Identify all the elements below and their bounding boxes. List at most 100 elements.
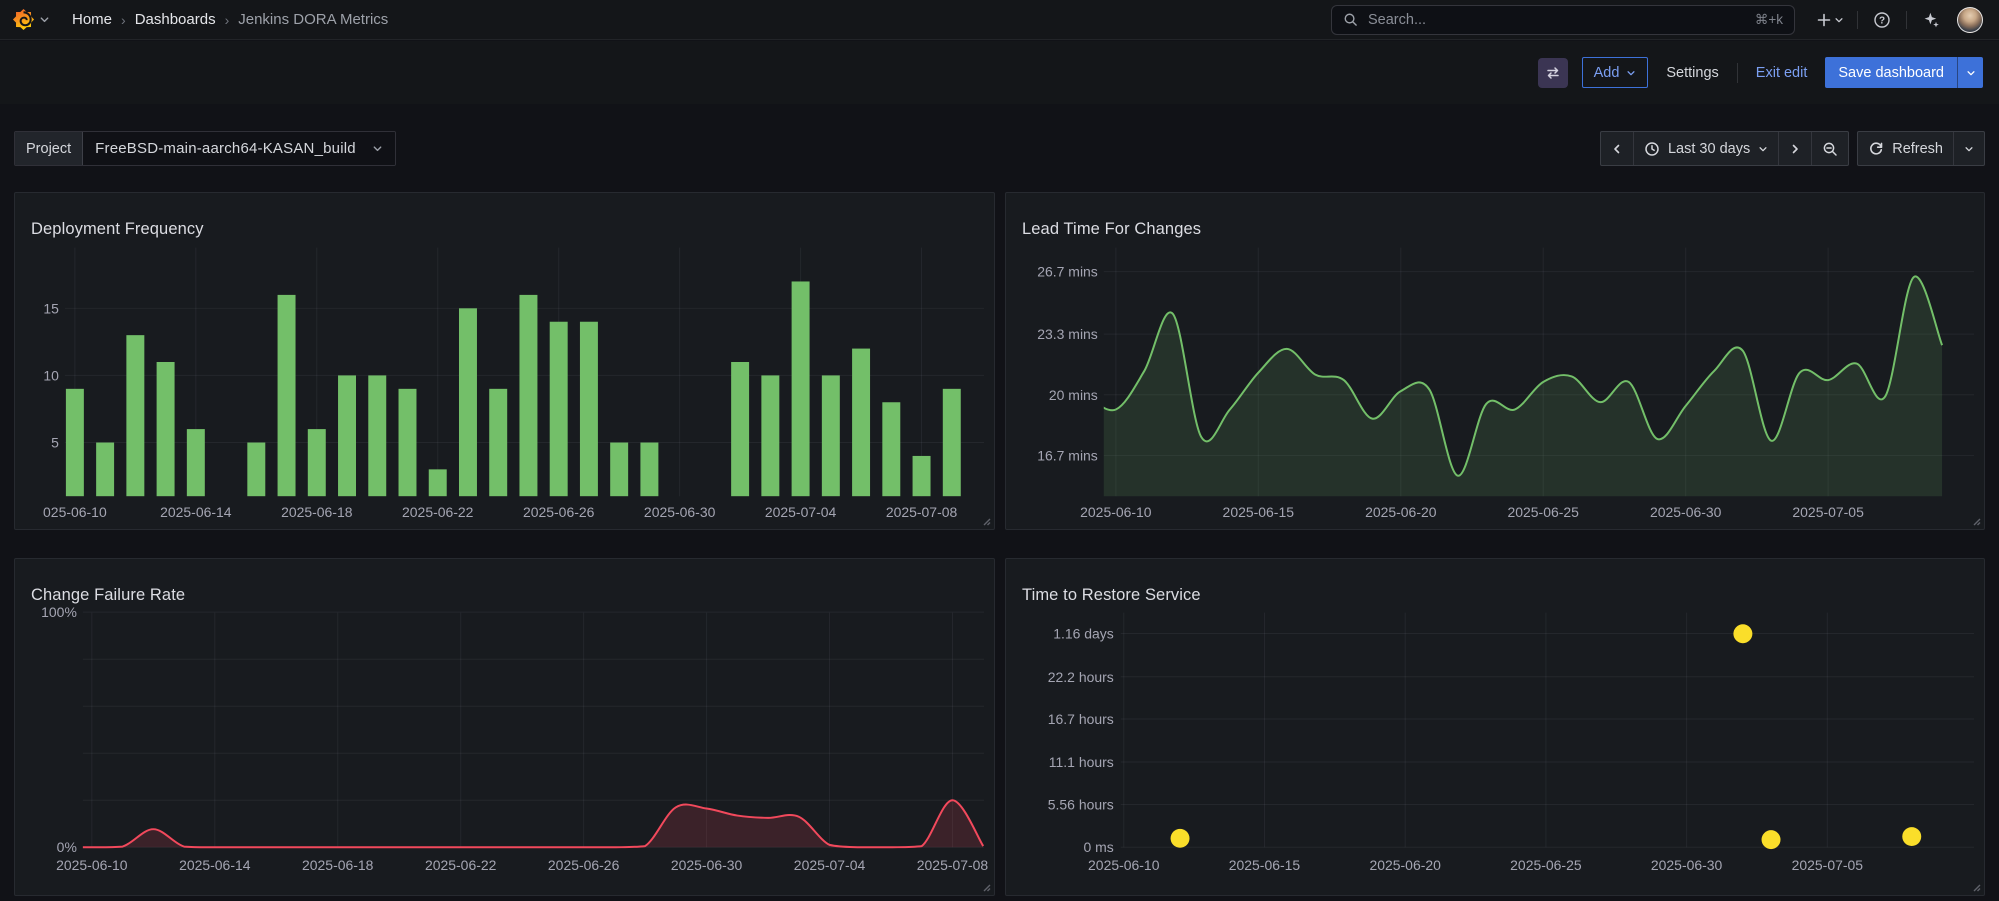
search-box[interactable]: ⌘+k [1331, 4, 1795, 35]
y-axis-label: 23.3 mins [1037, 326, 1098, 342]
divider [1736, 62, 1738, 83]
x-axis-label: 2025-06-20 [1365, 504, 1437, 520]
x-axis-label: 2025-06-15 [1229, 857, 1301, 873]
y-axis-label: 22.2 hours [1048, 669, 1114, 685]
variable-label: Project [15, 132, 84, 165]
series-line [1103, 275, 1944, 477]
panel-resize-handle[interactable] [979, 880, 991, 892]
settings-button[interactable]: Settings [1662, 65, 1722, 81]
bar [186, 429, 205, 497]
sparkles-icon [1924, 12, 1939, 27]
new-menu-button[interactable] [1813, 5, 1847, 35]
x-axis-label: 2025-06-10 [56, 857, 128, 873]
chevron-down-icon [1759, 146, 1767, 151]
bar [549, 321, 568, 497]
bar [761, 375, 780, 497]
bar [519, 294, 538, 497]
x-axis-label: 2025-07-05 [1792, 504, 1864, 520]
time-zoom-out-button[interactable] [1811, 132, 1848, 165]
help-icon: ? [1874, 11, 1890, 28]
x-axis-label: 025-06-10 [43, 504, 107, 520]
edit-toolbar: Add Settings Exit edit Save dashboard [0, 41, 1999, 104]
breadcrumb-separator-icon: › [121, 11, 126, 28]
time-shift-back-button[interactable] [1601, 132, 1633, 165]
toggle-edit-pane-button[interactable] [1537, 57, 1568, 88]
org-switcher-chevron-icon[interactable] [39, 14, 50, 25]
bar [791, 281, 810, 497]
chevron-down-icon [1835, 17, 1843, 22]
y-axis-label: 16.7 hours [1048, 711, 1114, 727]
y-axis-label: 15 [43, 300, 59, 316]
x-axis-label: 2025-06-30 [1650, 504, 1722, 520]
user-avatar[interactable] [1957, 6, 1983, 33]
bar [307, 429, 326, 497]
x-axis-label: 2025-06-30 [671, 857, 743, 873]
exit-edit-button[interactable]: Exit edit [1752, 65, 1812, 81]
save-dashboard-more-button[interactable] [1957, 57, 1983, 88]
change-failure-rate-chart[interactable]: 0% 100% 2025-06-10 2025-06-14 2025-06-18 2025… [15, 559, 994, 895]
help-button[interactable]: ? [1868, 5, 1896, 35]
deployment-frequency-chart[interactable]: 5 10 15 025-06-10 2025-06-14 2025-06-18 2025-0… [15, 193, 994, 529]
add-panel-button[interactable]: Add [1581, 57, 1649, 88]
bar [731, 361, 750, 497]
grafana-logo[interactable] [12, 8, 35, 31]
panel-lead-time-for-changes: Lead Time For Changes 16.7 mins 20 mins 23… [1005, 192, 1985, 530]
bar [882, 402, 901, 497]
search-input[interactable] [1366, 10, 1747, 29]
time-range-picker-button[interactable]: Last 30 days [1632, 132, 1778, 165]
clock-icon [1645, 141, 1659, 156]
bar [65, 388, 84, 497]
breadcrumb-current: Jenkins DORA Metrics [238, 11, 389, 28]
x-axis-label: 2025-06-10 [1080, 504, 1152, 520]
time-shift-forward-button[interactable] [1778, 132, 1811, 165]
refresh-button[interactable]: Refresh [1858, 132, 1953, 165]
line-series [1103, 275, 1944, 497]
y-axis-label: 11.1 hours [1049, 754, 1114, 770]
panel-title[interactable]: Lead Time For Changes [1022, 219, 1202, 238]
breadcrumb-home[interactable]: Home [72, 11, 113, 28]
chevron-down-icon [1627, 70, 1635, 75]
x-axis-label: 2025-06-22 [402, 504, 474, 520]
bar [156, 361, 175, 497]
bar [640, 442, 659, 497]
save-dashboard-button[interactable]: Save dashboard [1825, 57, 1957, 88]
project-variable-select[interactable]: Project FreeBSD-main-aarch64-KASAN_build [14, 131, 396, 166]
x-axis-label: 2025-06-15 [1223, 504, 1295, 520]
panel-title[interactable]: Time to Restore Service [1022, 585, 1201, 604]
zoom-out-icon [1823, 142, 1837, 156]
panel-resize-handle[interactable] [979, 514, 991, 526]
scatter-point [1170, 828, 1190, 848]
x-axis-label: 2025-06-22 [425, 857, 497, 873]
y-axis-label: 10 [43, 367, 59, 383]
bar [126, 335, 145, 497]
x-axis-label: 2025-06-18 [302, 857, 374, 873]
y-axis-label: 1.16 days [1053, 625, 1114, 641]
scatter-point [1761, 830, 1781, 850]
panel-change-failure-rate: Change Failure Rate 0% 100% 2025-06-10 2025… [14, 558, 995, 896]
x-axis-label: 2025-07-04 [765, 504, 837, 520]
y-axis-label: 0% [57, 839, 77, 855]
panel-title[interactable]: Deployment Frequency [31, 219, 204, 238]
variable-value: FreeBSD-main-aarch64-KASAN_build [95, 140, 356, 157]
y-axis-label: 5.56 hours [1048, 797, 1114, 813]
refresh-interval-button[interactable] [1953, 132, 1984, 165]
ai-assistant-button[interactable] [1917, 5, 1945, 35]
breadcrumb-separator-icon: › [224, 11, 230, 28]
search-shortcut: ⌘+k [1754, 11, 1783, 27]
line-series [82, 799, 985, 849]
panel-resize-handle[interactable] [1969, 514, 1981, 526]
scatter-point [1733, 624, 1753, 644]
bar [821, 375, 840, 497]
panel-title[interactable]: Change Failure Rate [31, 585, 186, 604]
chevron-down-icon [1965, 146, 1973, 151]
time-to-restore-chart[interactable]: 0 ms 5.56 hours 11.1 hours 16.7 hours 22.2 h… [1006, 559, 1984, 895]
chevron-right-icon [1792, 144, 1799, 153]
breadcrumb-dashboards[interactable]: Dashboards [134, 11, 216, 28]
panel-resize-handle[interactable] [1969, 880, 1981, 892]
series-line [82, 799, 985, 849]
x-axis-label: 2025-07-08 [917, 857, 989, 873]
x-axis-label: 2025-06-14 [179, 857, 251, 873]
x-axis-label: 2025-06-30 [1651, 857, 1723, 873]
lead-time-chart[interactable]: 16.7 mins 20 mins 23.3 mins 26.7 mins 2025-0… [1006, 193, 1984, 529]
x-axis-label: 2025-06-14 [160, 504, 232, 520]
